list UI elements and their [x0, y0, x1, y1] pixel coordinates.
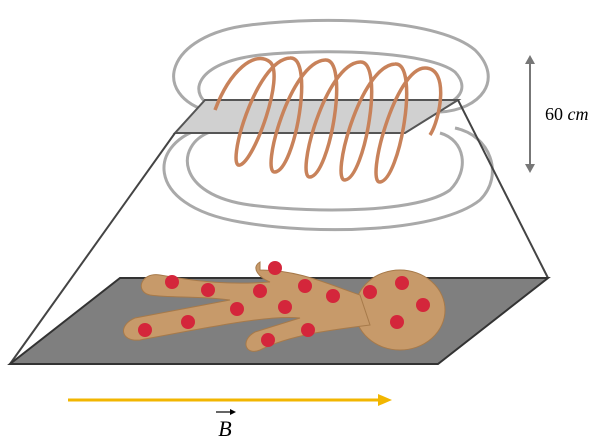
diagram: 60 cm B	[0, 0, 614, 443]
dimension-arrow	[525, 55, 535, 173]
dimension-label: 60 cm	[545, 104, 589, 124]
field-symbol: B	[218, 416, 231, 441]
dimension-unit: cm	[568, 104, 589, 124]
vector-arrowhead	[230, 409, 236, 415]
field-arrowhead	[378, 394, 392, 406]
dimension-value: 60	[545, 104, 563, 124]
projection-line	[458, 100, 548, 278]
